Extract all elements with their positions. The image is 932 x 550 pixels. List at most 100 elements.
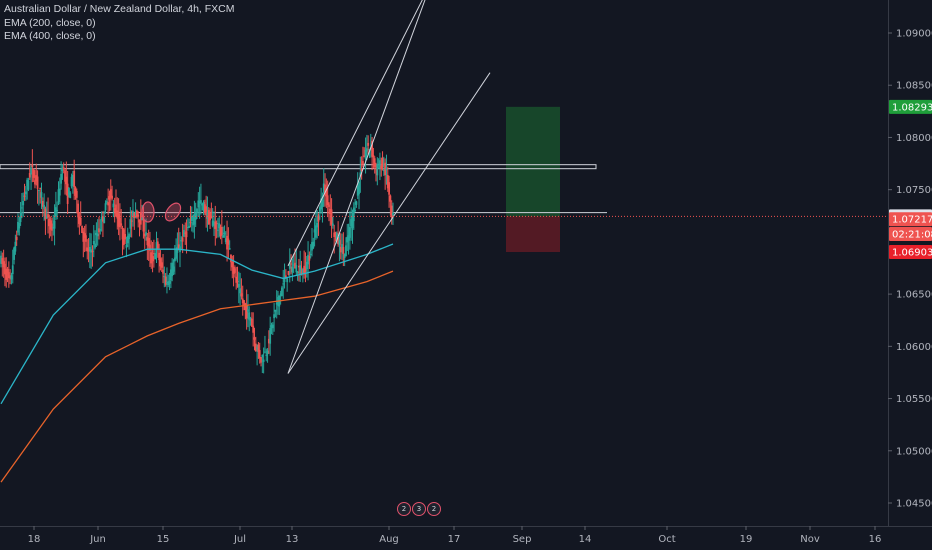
candle-body [18,222,21,229]
candle-body [92,240,95,244]
event-badge[interactable]: 3 [412,502,426,516]
event-badges[interactable]: 2 3 2 [397,502,441,516]
candle-body [203,204,206,214]
candle-body [79,217,82,225]
time-tick-label: 13 [286,534,299,545]
candle-body [188,225,191,228]
candle-body [311,242,313,251]
candle-body [243,300,245,306]
candle-body [211,220,214,226]
candle-body [172,266,175,272]
candle-body [37,189,40,191]
candle-body [382,169,385,172]
candle-body [69,192,72,199]
candle-body [10,275,13,280]
candle-body [31,163,34,168]
candle-body [96,233,99,237]
candle-body [119,217,121,228]
candle-body [168,280,171,284]
candle-body [325,189,328,197]
candle-body [345,245,347,257]
candle-body [282,283,285,285]
candle-body [232,267,235,274]
candle-body [320,198,323,210]
candle-body [53,220,56,229]
candle-body [244,303,247,311]
candle-body [215,223,218,225]
candle-body [360,168,363,172]
candle-body [248,312,251,320]
time-tick-label: 16 [869,534,882,545]
candle-body [354,210,357,212]
candle-body [7,272,10,279]
candle-body [74,187,77,196]
candle-body [239,288,242,294]
candle-body [241,298,244,304]
candle-body [28,173,31,178]
candle-body [47,214,49,218]
symbol-title[interactable]: Australian Dollar / New Zealand Dollar, … [4,3,235,15]
candle-body [210,215,213,219]
candle-body [40,192,43,198]
candle-body [137,214,140,217]
candle-body [156,241,159,249]
candle-body [111,195,113,199]
candle-body [226,235,228,250]
candle-body [222,235,225,238]
candle-body [296,271,299,274]
price-tick-label: 1.05000 [896,446,932,457]
event-badge[interactable]: 2 [427,502,441,516]
candle-body [173,257,176,262]
candle-body [223,232,226,235]
candle-body [82,231,85,242]
candle-body [385,168,388,170]
ema200-legend[interactable]: EMA (200, close, 0) [4,16,96,29]
candle-body [100,216,103,221]
candle-body [61,169,64,171]
candle-body [235,276,238,283]
event-badge[interactable]: 2 [397,502,411,516]
candle-body [380,165,383,170]
candle-body [214,221,217,229]
candle-body [331,223,334,226]
candle-body [372,155,375,158]
candle-body [237,284,240,288]
candle-body [130,220,133,222]
candle-body [34,180,36,185]
candle-body [4,263,6,275]
candle-body [341,244,343,249]
candle-body [104,203,107,211]
price-tag [889,99,932,114]
candle-body [83,233,86,238]
candle-body [99,229,102,231]
candle-body [284,275,287,279]
candle-body [71,174,74,187]
candle-body [298,265,300,268]
candle-body [54,207,57,217]
candle-body [164,276,167,285]
candle-body [265,354,268,356]
candle-body [342,247,345,254]
candle-body [202,202,205,212]
time-tick-label: Jun [89,534,106,545]
candle-body [150,252,153,264]
candle-body [193,213,196,225]
candle-body [26,179,29,186]
candle-body [329,208,332,215]
candle-body [250,318,253,327]
candle-body [14,241,17,252]
time-tick-label: 15 [157,534,170,545]
candle-body [273,314,275,319]
candle-body [247,309,249,312]
candle-body [326,195,329,205]
candle-body [146,237,149,246]
ema400-legend[interactable]: EMA (400, close, 0) [4,30,96,42]
candle-body [162,269,164,274]
candle-body [352,207,355,222]
time-tick-label: Sep [513,534,532,545]
candle-body [39,187,42,189]
candle-body [303,265,306,275]
candle-body [230,254,232,263]
candle-body [167,281,170,286]
